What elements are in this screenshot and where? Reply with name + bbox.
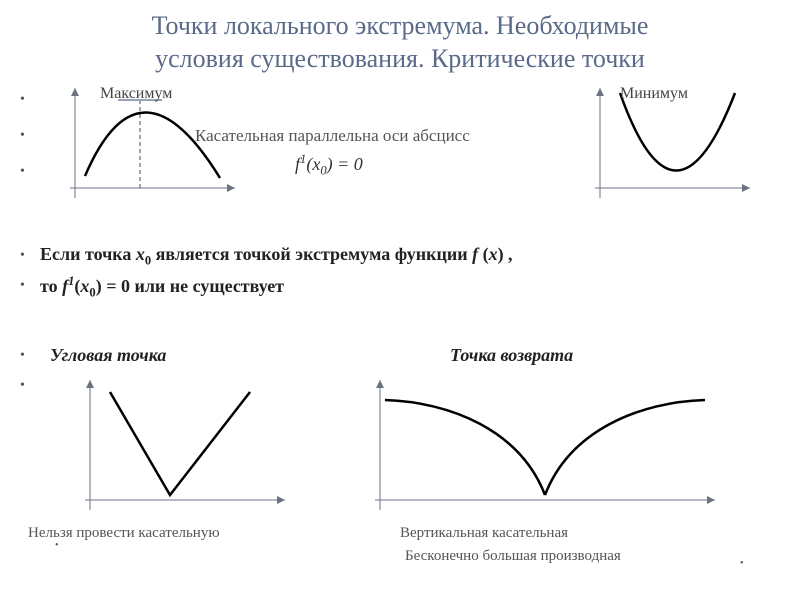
page-title: Точки локального экстремума. Необходимые… — [0, 0, 800, 81]
chart-minimum — [580, 88, 755, 203]
condition-line-1: Если точка x0 является точкой экстремума… — [40, 244, 513, 269]
bullet-dot: • — [20, 278, 25, 294]
bullet-dot: • — [20, 128, 25, 144]
bullet-dot: • — [20, 92, 25, 108]
condition-line-2: то f1(x0) = 0 или не существует — [40, 274, 284, 301]
title-line-2: условия существования. Критические точки — [155, 44, 645, 73]
bullet-dot: • — [20, 164, 25, 180]
bullet-dot-small: • — [55, 540, 59, 551]
chart-corner-point — [70, 380, 290, 515]
label-corner-point: Угловая точка — [50, 345, 166, 366]
label-minimum: Минимум — [620, 85, 688, 103]
formula-derivative-zero: f1(x0) = 0 — [295, 152, 363, 179]
label-maximum: Максимум — [100, 85, 172, 103]
title-line-1: Точки локального экстремума. Необходимые — [152, 11, 649, 40]
slide: Точки локального экстремума. Необходимые… — [0, 0, 800, 600]
label-cusp-point: Точка возврата — [450, 345, 573, 366]
bullet-dot-small: • — [740, 558, 744, 569]
bullet-dot: • — [20, 248, 25, 264]
tangent-parallel-text: Касательная параллельна оси абсцисс — [195, 126, 470, 146]
footer-vertical-tangent: Вертикальная касательная — [400, 525, 568, 542]
footer-infinite-derivative: Бесконечно большая производная — [405, 548, 621, 565]
bullet-dot: • — [20, 378, 25, 394]
chart-cusp-point — [360, 380, 720, 515]
bullet-dot: • — [20, 348, 25, 364]
